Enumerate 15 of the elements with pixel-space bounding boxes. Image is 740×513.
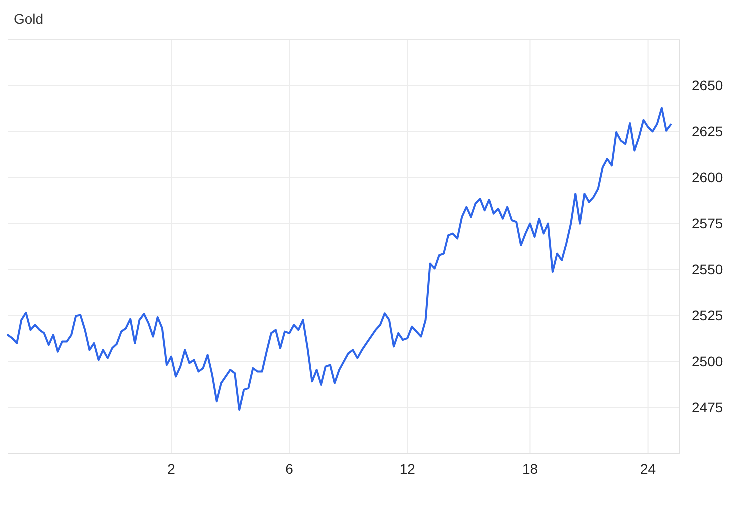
x-tick-label: 12 [400,460,416,477]
y-tick-label: 2550 [692,261,724,278]
y-tick-label: 2575 [692,215,724,232]
x-tick-label: 18 [522,460,538,477]
y-tick-label: 2475 [692,399,724,416]
line-series [7,107,672,412]
y-tick-label: 2650 [692,77,724,94]
chart-title: Gold [14,11,44,27]
y-tick-label: 2500 [692,353,724,370]
y-tick-label: 2600 [692,169,724,186]
y-tick-label: 2625 [692,123,724,140]
x-tick-label: 24 [640,460,656,477]
x-tick-label: 6 [286,460,294,477]
y-tick-label: 2525 [692,307,724,324]
x-tick-label: 2 [168,460,176,477]
